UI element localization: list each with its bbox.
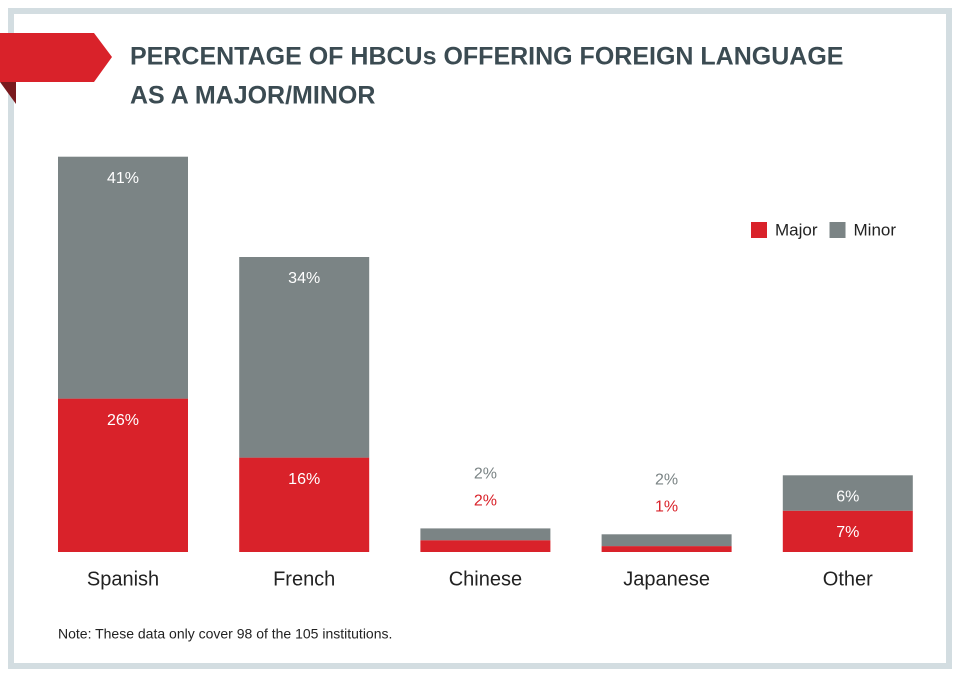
legend-label: Major: [775, 220, 818, 239]
x-tick-label: French: [273, 568, 335, 590]
value-label: 1%: [655, 499, 678, 516]
note: Note: These data only cover 98 of the 10…: [58, 626, 392, 642]
chart-title: AS A MAJOR/MINOR: [130, 82, 375, 110]
bar-segment: [420, 528, 551, 541]
ribbon: [0, 33, 112, 82]
x-tick-label: Spanish: [87, 568, 159, 590]
bar-segment: [239, 457, 370, 552]
value-label: 2%: [474, 466, 497, 483]
legend-swatch: [829, 222, 846, 238]
value-label: 6%: [836, 489, 859, 506]
x-tick-label: Chinese: [449, 568, 522, 590]
bar-segment: [58, 398, 188, 552]
chart-title: PERCENTAGE OF HBCUs OFFERING FOREIGN LAN…: [130, 43, 843, 71]
legend-swatch: [751, 222, 767, 238]
bar-segment: [782, 510, 913, 552]
x-tick-label: Other: [823, 568, 873, 590]
bar-segment: [58, 156, 188, 399]
x-tick-label: Japanese: [623, 568, 710, 590]
legend-label: Minor: [854, 220, 897, 239]
ribbon-fold: [0, 82, 16, 104]
value-label: 16%: [288, 471, 320, 488]
value-label: 26%: [107, 412, 139, 429]
value-label: 41%: [107, 170, 139, 187]
bar-segment: [601, 546, 732, 552]
value-label: 2%: [474, 493, 497, 510]
value-label: 7%: [836, 524, 859, 541]
value-label: 34%: [288, 270, 320, 287]
bar-segment: [601, 534, 732, 547]
value-label: 2%: [655, 472, 678, 489]
bar-segment: [239, 257, 370, 458]
bar-segment: [782, 475, 913, 511]
bar-segment: [420, 540, 551, 552]
